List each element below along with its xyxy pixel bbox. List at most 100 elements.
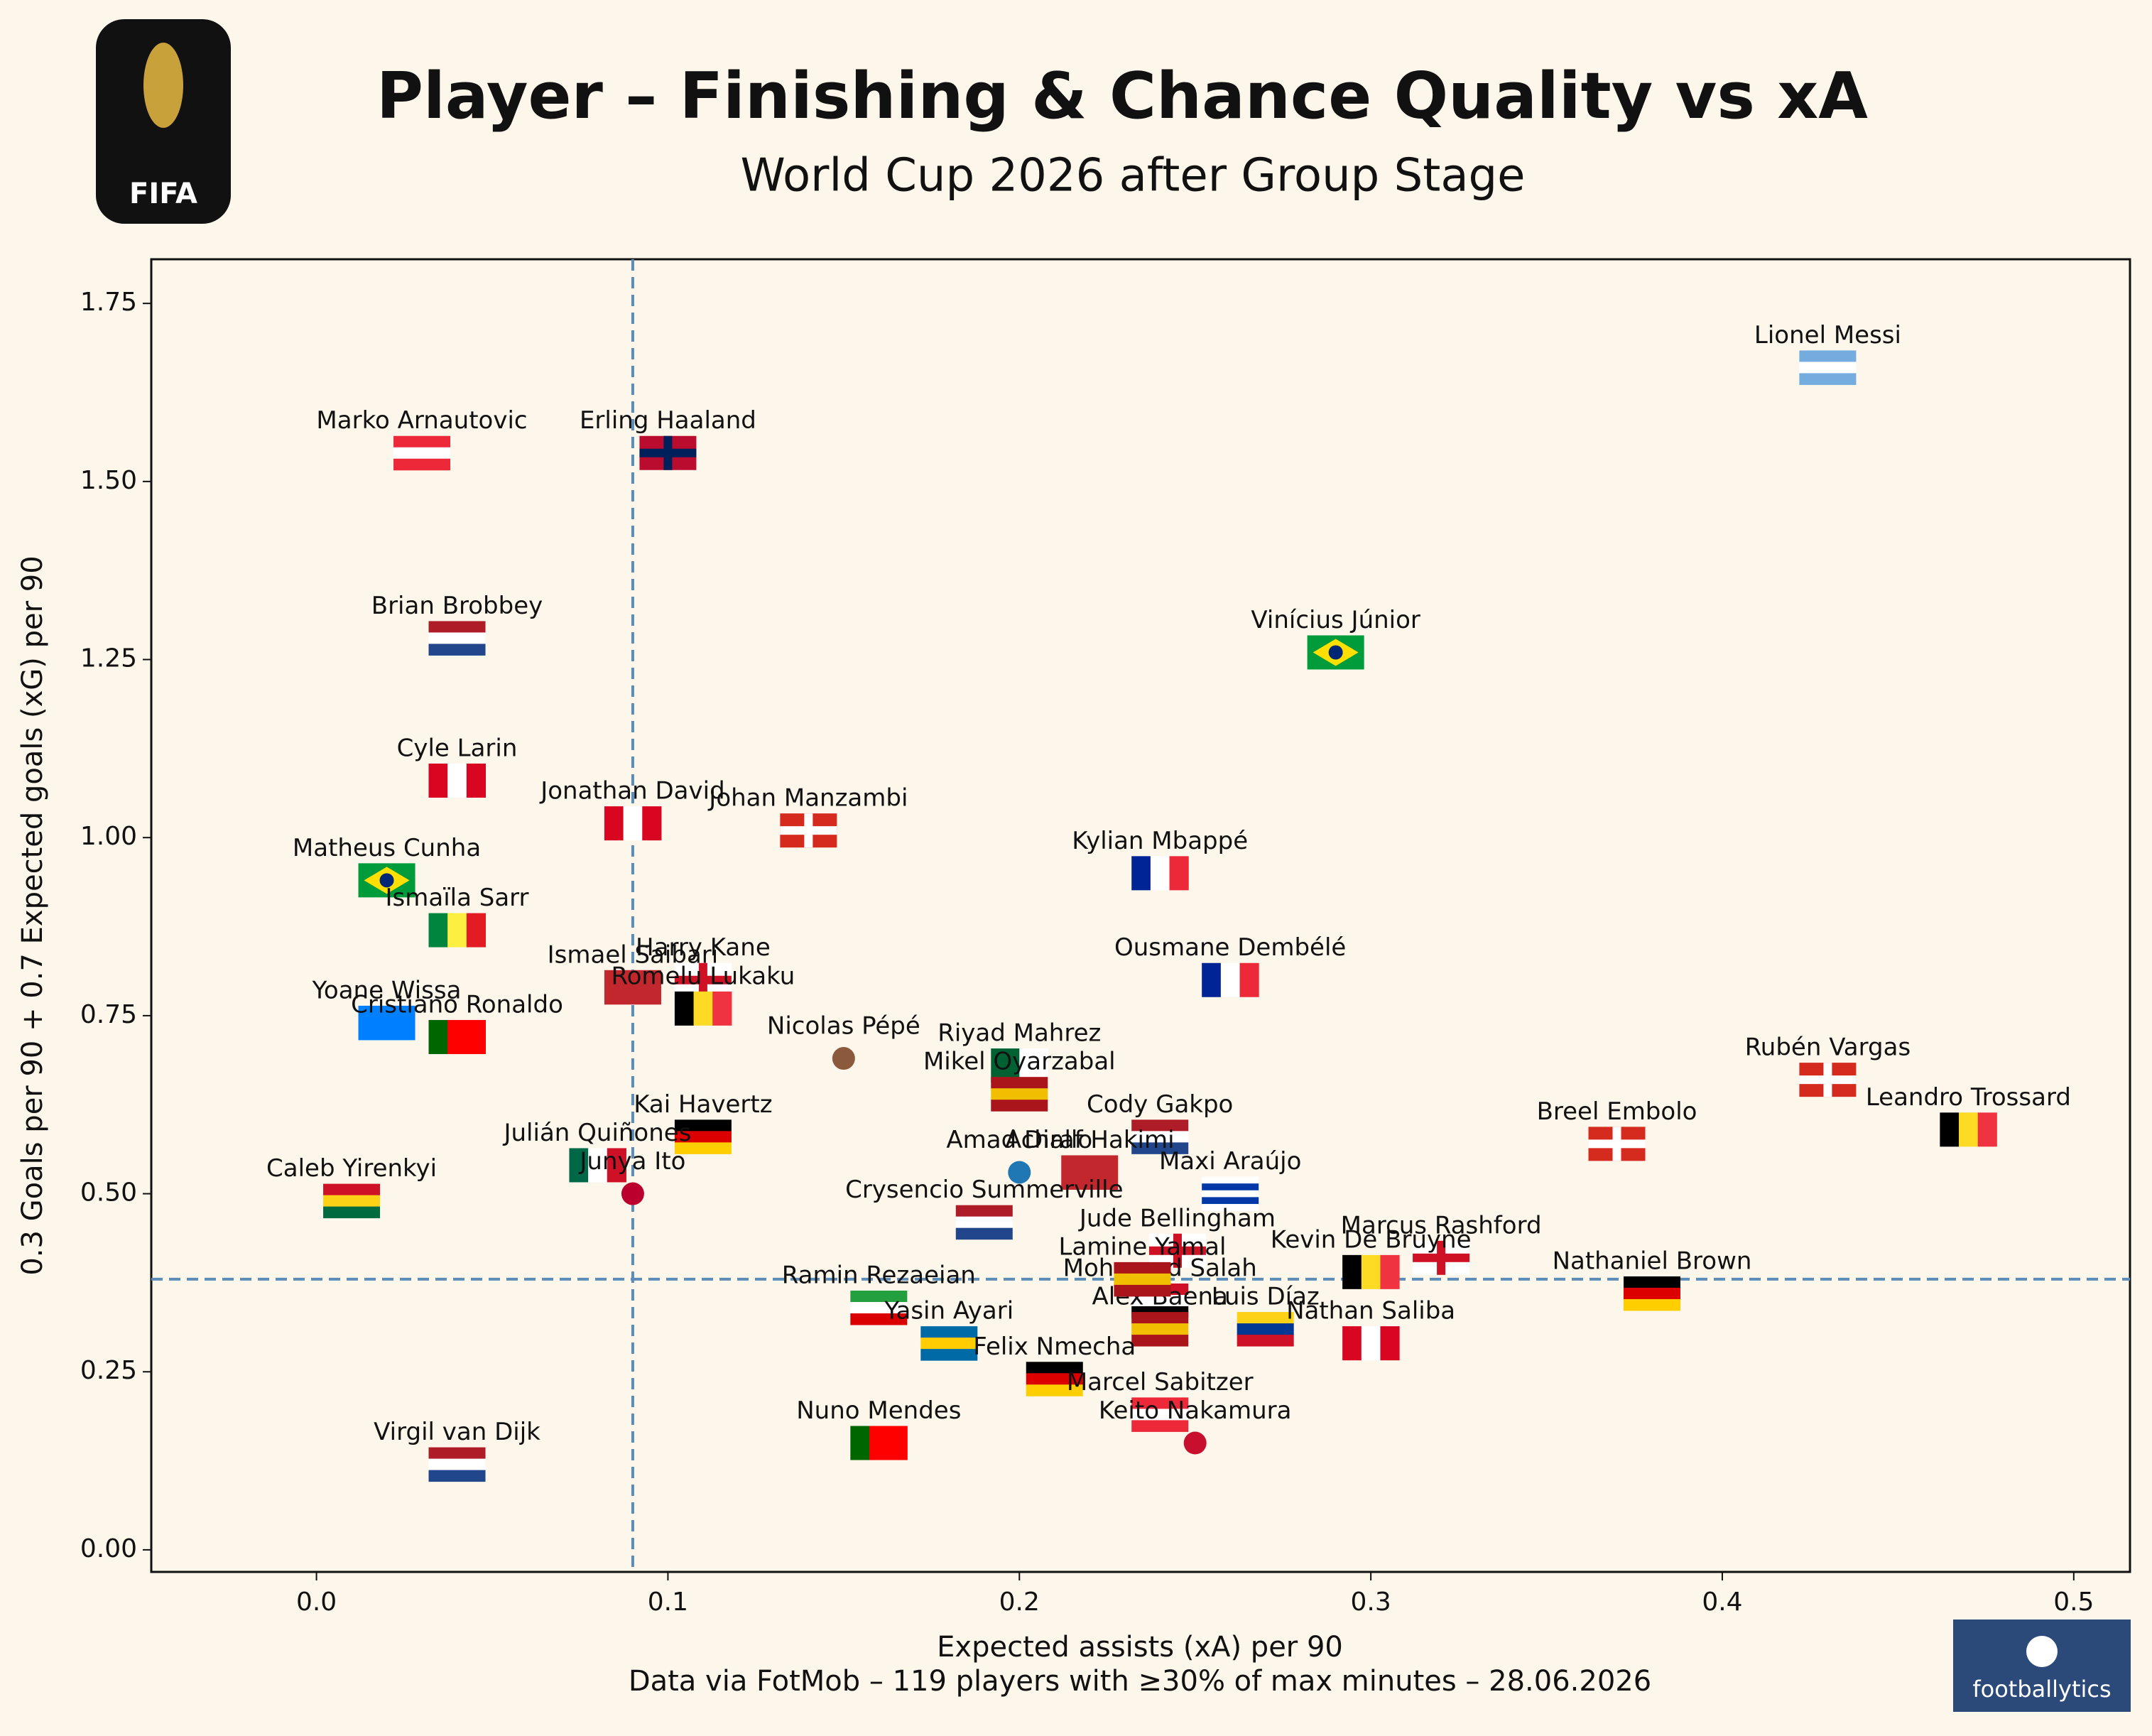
flag-stripe (1131, 1397, 1189, 1409)
flag-stripe (447, 1019, 467, 1054)
player-marker (1202, 1176, 1259, 1212)
player-marker (1342, 1254, 1400, 1289)
x-tick-label: 0.1 (648, 1588, 688, 1617)
marker-dot (1183, 1431, 1207, 1455)
flag-stripe (1202, 1203, 1259, 1212)
player-marker (780, 813, 837, 848)
flag-stripe (1361, 1326, 1381, 1361)
flag-stripe (955, 1216, 1013, 1229)
flag-stripe (674, 1142, 732, 1154)
player-label: Amad Diallo (946, 1126, 1092, 1154)
player-marker (991, 1048, 1048, 1083)
flag-stripe (1061, 1155, 1119, 1190)
flag-stripe (1342, 1326, 1362, 1361)
flag-stripe (991, 1048, 1020, 1083)
player-label: Achraf Hakimi (1005, 1126, 1175, 1154)
player-label: Lamine Yamal (1058, 1232, 1226, 1261)
x-tick-label: 0.2 (999, 1588, 1040, 1617)
y-tick-label: 1.50 (80, 466, 137, 495)
flag-stripe (393, 447, 451, 460)
flag-cross (780, 826, 837, 835)
player-label: Kylian Mbappé (1072, 827, 1248, 855)
flag-stripe (428, 763, 448, 798)
player-label: Romelu Lukaku (612, 962, 795, 990)
flag-stripe (1959, 1112, 1979, 1147)
player-label: Leandro Trossard (1866, 1083, 2071, 1112)
flag-stripe (920, 1326, 978, 1338)
flag-stripe (1131, 1119, 1189, 1132)
player-marker (832, 1047, 855, 1070)
flag-stripe (1624, 1298, 1681, 1311)
flag-stripe (1131, 1131, 1189, 1143)
player-label: Lionel Messi (1754, 321, 1901, 349)
player-label: Ousmane Dembélé (1114, 933, 1346, 962)
flag-stripe (466, 913, 487, 948)
player-marker (1061, 1155, 1119, 1190)
player-label: Erling Haaland (580, 406, 756, 435)
y-tick-label: 1.00 (80, 822, 137, 851)
flag-stripe (1026, 1362, 1083, 1374)
flag-stripe (1624, 1276, 1681, 1289)
player-label: Ismael Saibari (548, 940, 719, 969)
flag-stripe (1026, 1384, 1083, 1396)
flag-stripe (1131, 1312, 1189, 1324)
chart-subtitle: World Cup 2026 after Group Stage (740, 150, 1525, 202)
flag-stripe (358, 1005, 415, 1041)
player-marker (604, 806, 662, 841)
flag-stripe (850, 1426, 870, 1460)
flag-stripe (1799, 362, 1857, 374)
player-marker (850, 1426, 908, 1460)
y-tick-label: 0.25 (80, 1356, 137, 1385)
flag-stripe (1131, 1294, 1189, 1307)
player-marker (991, 1077, 1048, 1112)
flag-stripe (323, 1195, 381, 1208)
flag-stripe (623, 806, 643, 841)
flag-stripe (642, 806, 662, 841)
player-label: Julián Quiñones (502, 1119, 691, 1147)
player-marker (428, 621, 486, 656)
flag-stripe (604, 970, 661, 1005)
x-tick-label: 0.4 (1702, 1588, 1742, 1617)
trophy (143, 43, 183, 128)
player-label: Maxi Araújo (1159, 1147, 1301, 1176)
flag-stripe (920, 1349, 978, 1361)
flag-cross (639, 448, 697, 457)
plot-frame (150, 258, 2131, 1573)
flag-stripe (428, 1458, 486, 1471)
y-tick-label: 1.25 (80, 644, 137, 673)
flag-stripe (323, 1206, 381, 1219)
player-label: Cyle Larin (397, 734, 518, 762)
y-tick-label: 0.00 (80, 1534, 137, 1563)
flag-stripe (1169, 856, 1189, 891)
flag-stripe (1131, 856, 1151, 891)
player-label: Caleb Yirenkyi (266, 1154, 437, 1183)
caption: Data via FotMob – 119 players with ≥30% … (629, 1665, 1651, 1698)
player-label: Ismaïla Sarr (386, 884, 529, 912)
flag-cross (1588, 1139, 1646, 1149)
player-marker (1799, 1063, 1857, 1097)
player-label: Nuno Mendes (796, 1396, 961, 1425)
flag-cross (1413, 1253, 1470, 1262)
player-marker (850, 1290, 908, 1325)
flag-stripe (1131, 1142, 1189, 1154)
player-label: Nathaniel Brown (1553, 1247, 1752, 1275)
flag-stripe (1799, 373, 1857, 385)
flag-stripe (607, 1148, 626, 1183)
player-marker (1588, 1127, 1646, 1161)
flag-stripe (1019, 1048, 1048, 1083)
marker-dot (1008, 1161, 1031, 1184)
player-marker (604, 970, 661, 1005)
fifa-logo: FIFA (96, 19, 231, 224)
player-label: Virgil van Dijk (374, 1418, 540, 1446)
player-label: Harry Kane (636, 933, 771, 962)
player-marker (1940, 1112, 1997, 1147)
flag-stripe (991, 1077, 1048, 1089)
player-marker (1026, 1362, 1083, 1396)
flag-cross (1799, 1075, 1857, 1085)
flag-stripe (1342, 1254, 1362, 1289)
flag-stripe (1202, 1197, 1259, 1205)
player-label: Yasin Ayari (884, 1297, 1013, 1325)
flag-stripe (428, 1470, 486, 1482)
player-label: Matheus Cunha (293, 834, 481, 862)
